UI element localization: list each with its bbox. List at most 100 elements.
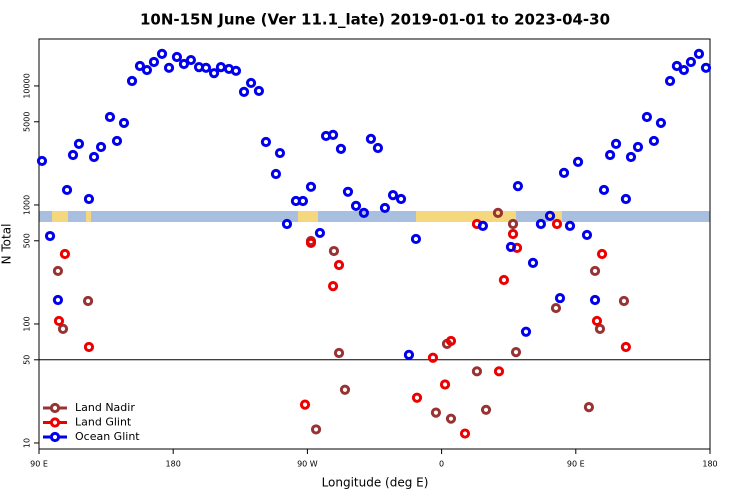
band-patch xyxy=(416,211,516,222)
point xyxy=(339,384,351,395)
point xyxy=(507,228,519,240)
point xyxy=(510,347,522,358)
y-axis-label: N Total xyxy=(0,224,14,265)
point xyxy=(178,58,190,70)
point xyxy=(477,220,489,231)
point xyxy=(610,138,622,149)
point xyxy=(379,202,391,214)
point xyxy=(445,413,457,424)
point xyxy=(270,168,282,180)
point xyxy=(581,229,593,241)
point xyxy=(327,129,339,140)
point xyxy=(427,352,439,363)
point xyxy=(498,274,510,286)
point xyxy=(208,68,220,79)
point xyxy=(620,193,632,205)
point xyxy=(350,200,362,211)
point xyxy=(67,149,79,161)
plot-frame xyxy=(38,38,711,450)
y-tick-label: 500 xyxy=(23,233,32,248)
point xyxy=(310,424,322,435)
point xyxy=(44,230,56,242)
point xyxy=(459,428,471,439)
point xyxy=(59,248,71,260)
point xyxy=(493,366,505,377)
point xyxy=(512,181,524,192)
legend-marker xyxy=(49,402,61,414)
point xyxy=(111,135,123,147)
point xyxy=(83,341,95,353)
point xyxy=(245,77,257,89)
point xyxy=(230,65,242,76)
point xyxy=(678,64,690,76)
point xyxy=(655,117,667,129)
point xyxy=(358,207,370,218)
point xyxy=(274,147,286,159)
point xyxy=(141,64,153,76)
point xyxy=(327,281,339,292)
legend-marker xyxy=(49,417,61,428)
point xyxy=(305,237,317,248)
point xyxy=(156,48,168,59)
point xyxy=(551,218,563,230)
point xyxy=(403,349,415,360)
point xyxy=(520,326,532,337)
point xyxy=(410,233,422,245)
point xyxy=(445,335,457,347)
point xyxy=(554,292,566,304)
point xyxy=(527,257,539,268)
point xyxy=(88,151,100,163)
y-tick-label: 100 xyxy=(23,316,32,331)
point xyxy=(693,48,705,59)
point xyxy=(596,248,608,260)
point xyxy=(299,399,311,410)
point xyxy=(365,133,377,144)
point xyxy=(664,75,676,87)
point xyxy=(572,156,584,168)
point xyxy=(589,265,601,277)
point xyxy=(685,56,697,68)
x-tick-label: 90 W xyxy=(297,460,318,469)
point xyxy=(328,245,340,257)
point xyxy=(395,193,407,205)
y-tick-label: 1000 xyxy=(23,195,32,215)
point xyxy=(253,85,265,97)
point xyxy=(118,117,130,129)
point xyxy=(387,190,399,201)
point xyxy=(185,54,197,66)
point xyxy=(36,155,48,167)
legend-marker xyxy=(49,431,61,443)
point xyxy=(333,347,345,359)
y-tick-label: 10000 xyxy=(23,73,32,98)
point xyxy=(200,62,212,73)
point xyxy=(53,315,65,327)
point xyxy=(439,379,451,390)
point xyxy=(591,315,603,327)
point xyxy=(471,366,483,377)
point xyxy=(104,111,116,123)
point xyxy=(430,407,442,418)
coverage-band xyxy=(39,211,710,222)
band-patch xyxy=(298,211,318,222)
chart-title: 10N-15N June (Ver 11.1_late) 2019-01-01 … xyxy=(140,11,610,29)
point xyxy=(95,141,107,153)
point xyxy=(82,295,94,307)
legend-label: Land Nadir xyxy=(75,401,135,414)
point xyxy=(171,51,183,63)
legend-label: Land Glint xyxy=(75,416,132,429)
point xyxy=(632,141,644,153)
point xyxy=(625,151,637,163)
point xyxy=(126,75,138,87)
point xyxy=(73,138,85,149)
point xyxy=(305,181,317,192)
point xyxy=(342,186,354,197)
point xyxy=(544,210,556,222)
band-patch xyxy=(52,211,68,222)
band-patch xyxy=(86,211,91,222)
point xyxy=(297,195,309,207)
point xyxy=(620,341,632,353)
point xyxy=(618,295,630,307)
y-tick-label: 5000 xyxy=(23,112,32,132)
point xyxy=(238,86,250,98)
